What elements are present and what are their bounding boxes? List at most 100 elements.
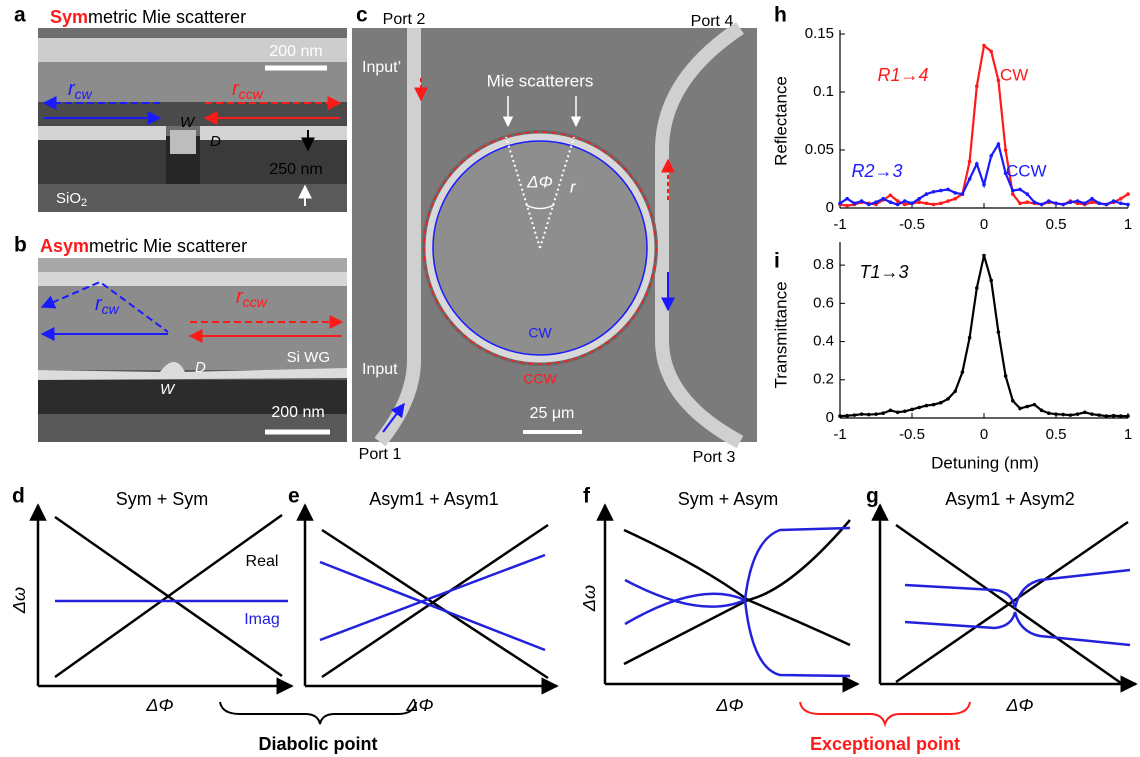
data-point	[1018, 187, 1022, 192]
x-tick-label: 0.5	[1046, 426, 1067, 443]
brace	[799, 701, 971, 728]
data-point	[1119, 201, 1123, 206]
data-point	[975, 162, 979, 166]
data-point	[1011, 188, 1015, 193]
panel-letter: f	[583, 485, 591, 508]
y-tick-label: 0.2	[813, 371, 834, 388]
real-label: Real	[246, 553, 279, 570]
real-line	[54, 513, 283, 679]
x-tick-label: 0.5	[1046, 216, 1067, 233]
d-label: D	[210, 133, 221, 150]
title-rest: metric Mie scatterer	[89, 236, 247, 256]
symbol: r	[68, 78, 76, 100]
data-point	[924, 403, 929, 408]
data-point	[982, 183, 986, 187]
radius-label: r	[570, 177, 577, 196]
data-point	[867, 412, 871, 417]
panel-letter: b	[14, 234, 27, 257]
sem-substrate	[38, 184, 347, 212]
data-point	[1111, 199, 1116, 203]
data-point	[845, 203, 849, 208]
subscript: cw	[75, 86, 93, 102]
data-point	[1104, 202, 1109, 207]
port-label: Port 3	[693, 449, 736, 466]
data-point	[1011, 192, 1015, 196]
coefficient: rcw	[95, 293, 120, 316]
x-axis-label: ΔΦ	[715, 695, 743, 715]
data-point	[1075, 412, 1080, 416]
data-point	[1003, 148, 1008, 152]
y-axis-label: Reflectance	[771, 76, 790, 166]
data-point	[874, 200, 878, 204]
title-highlight: Asym	[40, 236, 89, 256]
data-point	[1025, 192, 1029, 196]
data-point	[1090, 412, 1094, 416]
data-point	[946, 187, 950, 192]
data-point	[1104, 414, 1109, 418]
data-point	[888, 193, 893, 198]
data-point	[1126, 192, 1130, 196]
data-point	[1061, 412, 1065, 417]
coefficient: rccw	[232, 78, 264, 101]
data-point	[1054, 201, 1058, 206]
data-point	[946, 199, 950, 203]
data-point	[1018, 201, 1022, 206]
data-point	[859, 412, 864, 416]
data-point	[1126, 414, 1130, 418]
waveguide-label: Si WG	[287, 349, 330, 366]
data-point	[967, 159, 972, 164]
x-tick-label: -1	[833, 426, 846, 443]
arrow	[382, 402, 405, 433]
data-point	[1025, 404, 1029, 409]
data-point	[931, 189, 936, 194]
real-line	[895, 523, 1129, 690]
data-point	[852, 201, 857, 206]
data-point	[989, 49, 993, 54]
data-point	[888, 408, 893, 413]
port-label: Port 1	[359, 446, 402, 463]
data-point	[845, 196, 849, 201]
x-tick-label: 1	[1124, 216, 1132, 233]
data-point	[946, 397, 950, 401]
data-point	[989, 278, 993, 283]
data-point	[931, 402, 936, 407]
panel-a: a Symmetric Mie scatterer 200 nm rcw rcc…	[14, 4, 347, 212]
real-line	[321, 528, 549, 680]
data-point	[903, 409, 907, 414]
panel-letter: h	[774, 4, 787, 27]
subscript: 2	[81, 197, 87, 209]
data-point	[953, 191, 957, 195]
scatterer-label: Mie scatterers	[487, 71, 594, 90]
data-point	[895, 199, 900, 203]
sem-side	[38, 380, 347, 414]
angle-arc	[525, 204, 555, 210]
data-point	[838, 414, 842, 418]
sem-wall	[38, 126, 166, 140]
data-point	[953, 196, 957, 201]
imag-label: Imag	[244, 611, 280, 628]
y-tick-label: 0	[826, 409, 834, 426]
coefficient: rcw	[68, 78, 93, 101]
data-point	[939, 201, 943, 206]
data-point	[1018, 406, 1022, 411]
series-label: T1→3	[859, 262, 908, 282]
x-tick-label: 0	[980, 216, 988, 233]
x-tick-label: 0	[980, 426, 988, 443]
panel-d	[29, 503, 294, 695]
ccw-path	[423, 131, 657, 365]
data-point	[852, 413, 857, 417]
data-point	[895, 202, 900, 207]
port-label: Port 4	[691, 13, 734, 30]
sem-band	[38, 102, 347, 126]
data-point	[1083, 201, 1087, 206]
panel-letter: g	[866, 485, 879, 508]
data-point	[859, 199, 864, 203]
data-point	[982, 253, 986, 258]
data-point	[996, 330, 1001, 334]
data-point	[1097, 413, 1101, 417]
data-point	[924, 201, 929, 206]
radius-line	[505, 136, 541, 249]
panel-title: Sym + Asym	[678, 489, 779, 509]
sem-side	[200, 140, 347, 184]
y-tick-label: 0.4	[813, 333, 834, 350]
